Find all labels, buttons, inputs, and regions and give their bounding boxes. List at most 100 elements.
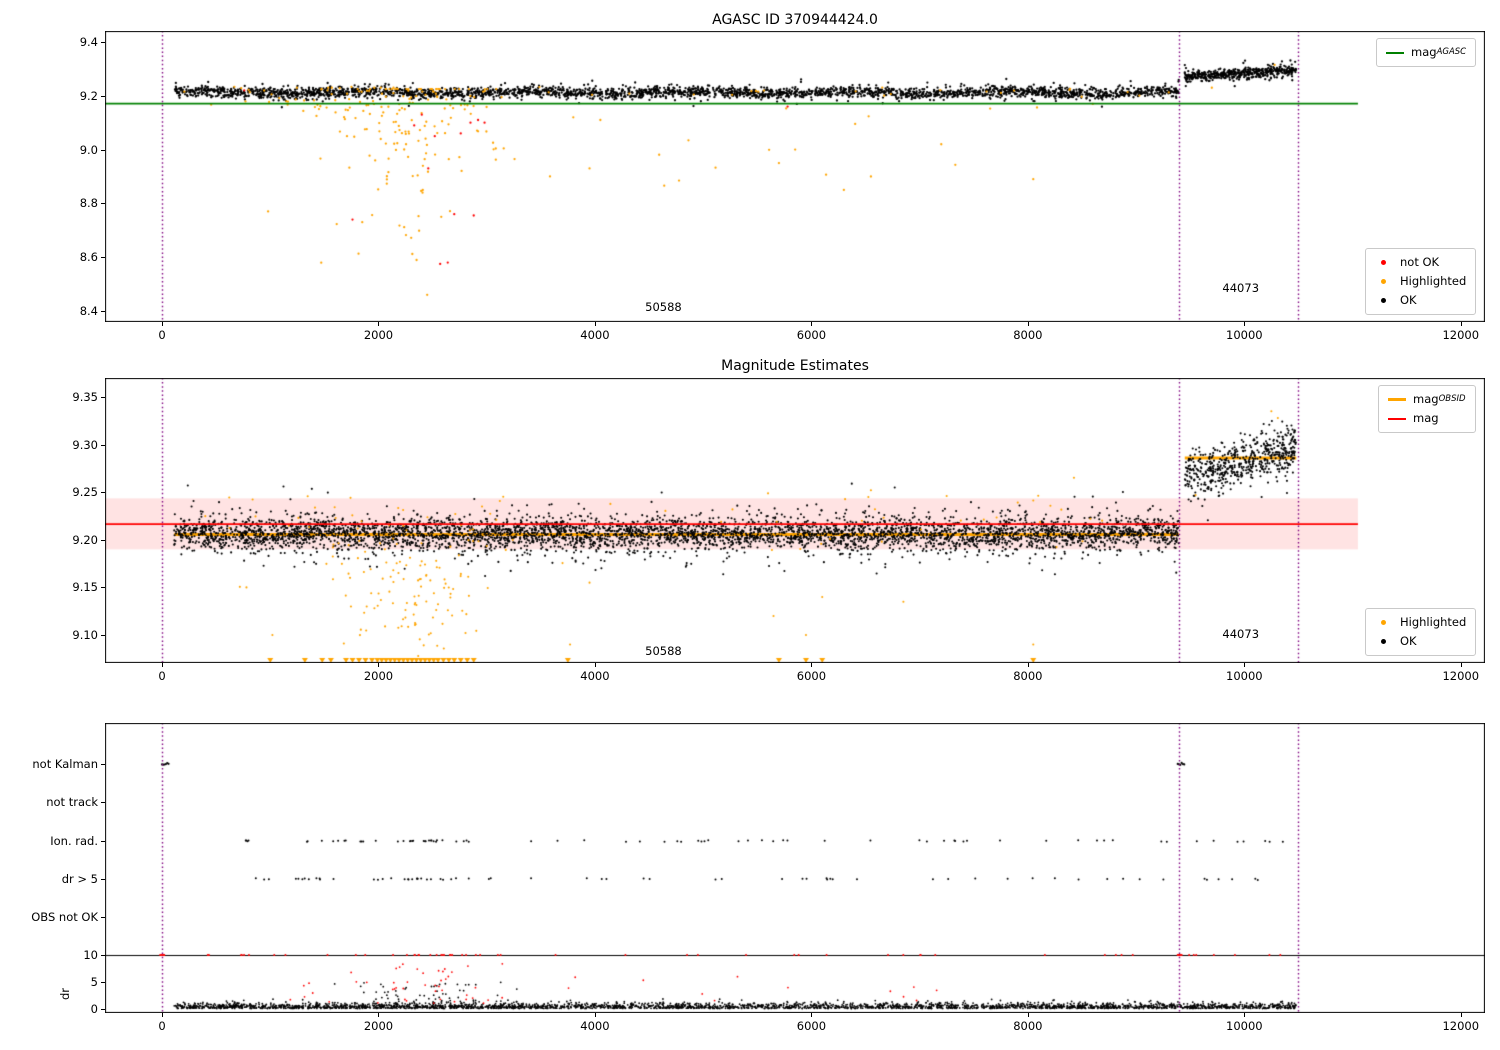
x-tick-label: 2000	[363, 1019, 394, 1033]
y-tick-mark	[101, 149, 105, 151]
flag-row-label: OBS not OK	[31, 910, 98, 924]
y-tick-mark	[101, 841, 105, 843]
y-tick-label: 9.10	[72, 628, 98, 642]
legend: mag AGASC	[1376, 38, 1477, 67]
x-tick-mark	[1460, 322, 1462, 326]
x-tick-label: 8000	[1013, 328, 1043, 342]
y-tick-mark	[101, 917, 105, 918]
y-tick-mark	[101, 763, 105, 765]
dr-tick-label: 5	[90, 974, 98, 989]
y-tick-mark	[101, 444, 105, 446]
y-tick-mark	[101, 492, 105, 494]
legend-entry-not-ok: not OK	[1375, 253, 1466, 272]
y-tick-label: 8.6	[79, 250, 98, 265]
plot2-title: Magnitude Estimates	[721, 358, 869, 374]
plot3-canvas	[105, 723, 1485, 1013]
plot1-title: AGASC ID 370944424.0	[712, 12, 878, 28]
x-tick-mark	[1244, 322, 1246, 326]
y-tick-mark	[101, 955, 105, 956]
y-tick-label: 8.4	[79, 303, 98, 318]
y-tick-label: 9.25	[72, 485, 98, 500]
y-tick-mark	[101, 879, 105, 881]
x-tick-mark	[1460, 663, 1462, 667]
dr-tick-label: 10	[83, 948, 98, 962]
legend: mag OBSID mag	[1378, 385, 1476, 433]
legend: not OK Highlighted OK	[1365, 248, 1477, 315]
dr-axis-label: dr	[58, 987, 72, 1000]
legend-entry-mag: mag	[1388, 409, 1466, 428]
legend-marker-icon	[1381, 620, 1386, 625]
x-tick-label: 4000	[580, 1019, 610, 1033]
x-tick-mark	[1244, 1013, 1246, 1017]
legend: Highlighted OK	[1365, 608, 1477, 656]
x-tick-label: 0	[158, 1019, 166, 1033]
x-tick-mark	[378, 1013, 380, 1017]
x-tick-label: 6000	[796, 328, 827, 342]
legend-label: OK	[1400, 634, 1417, 648]
y-tick-mark	[101, 310, 105, 312]
y-tick-label: 8.8	[79, 196, 98, 211]
x-tick-mark	[1460, 1013, 1462, 1017]
legend-label: Highlighted	[1400, 615, 1467, 629]
x-tick-label: 6000	[796, 669, 827, 683]
legend-entry-ok: OK	[1375, 632, 1466, 651]
legend-marker-icon	[1388, 417, 1406, 420]
y-tick-label: 9.30	[72, 437, 98, 452]
flag-row-label: dr > 5	[61, 872, 98, 887]
y-tick-label: 9.15	[72, 580, 98, 595]
x-tick-label: 10000	[1226, 1019, 1263, 1033]
x-tick-mark	[594, 663, 596, 667]
x-tick-mark	[162, 663, 164, 667]
x-tick-mark	[594, 322, 596, 326]
legend-marker-icon	[1381, 260, 1386, 265]
y-tick-mark	[101, 587, 105, 589]
legend-marker-icon	[1388, 398, 1406, 401]
x-tick-label: 0	[158, 669, 166, 683]
legend-entry-mag: mag OBSID	[1388, 390, 1466, 409]
y-tick-mark	[101, 397, 105, 399]
x-tick-label: 8000	[1013, 1019, 1043, 1033]
x-tick-mark	[1244, 663, 1246, 667]
legend-label: mag	[1411, 45, 1437, 59]
x-tick-label: 12000	[1442, 1019, 1480, 1033]
obsid-annotation: 50588	[645, 644, 682, 659]
legend-marker-icon	[1381, 639, 1386, 644]
y-tick-mark	[101, 257, 105, 259]
y-tick-mark	[101, 1008, 105, 1010]
x-tick-mark	[378, 663, 380, 667]
legend-label-subscript: OBSID	[1438, 394, 1466, 404]
legend-entry-highlighted: Highlighted	[1375, 272, 1466, 291]
x-tick-mark	[1027, 1013, 1029, 1017]
y-tick-mark	[101, 635, 105, 636]
legend-label: Highlighted	[1400, 274, 1467, 288]
x-tick-label: 6000	[796, 1019, 827, 1033]
x-tick-mark	[1027, 322, 1029, 326]
legend-marker-icon	[1381, 279, 1386, 284]
legend-label: not OK	[1400, 255, 1440, 269]
x-tick-label: 10000	[1226, 669, 1263, 683]
x-tick-mark	[162, 1013, 164, 1017]
x-tick-mark	[378, 322, 380, 326]
x-tick-mark	[811, 322, 813, 326]
x-tick-label: 4000	[580, 669, 610, 683]
x-tick-label: 2000	[363, 669, 394, 683]
y-tick-mark	[101, 539, 105, 541]
dr-tick-label: 0	[90, 1001, 98, 1016]
y-tick-mark	[101, 981, 105, 983]
legend-entry-highlighted: Highlighted	[1375, 613, 1466, 632]
y-tick-label: 9.0	[79, 142, 98, 157]
y-tick-mark	[101, 801, 105, 803]
x-tick-label: 4000	[580, 328, 610, 342]
y-tick-mark	[101, 203, 105, 205]
legend-entry-ok: OK	[1375, 291, 1466, 310]
x-tick-label: 0	[158, 328, 166, 342]
y-tick-label: 9.20	[72, 532, 98, 547]
x-tick-label: 2000	[363, 328, 394, 342]
x-tick-mark	[162, 322, 164, 326]
flag-row-label: Ion. rad.	[50, 834, 98, 849]
y-tick-label: 9.2	[79, 88, 98, 103]
flag-row-label: not track	[46, 794, 98, 809]
obsid-annotation: 50588	[645, 300, 682, 315]
legend-marker-icon	[1381, 298, 1386, 303]
obsid-annotation: 44073	[1222, 627, 1260, 642]
